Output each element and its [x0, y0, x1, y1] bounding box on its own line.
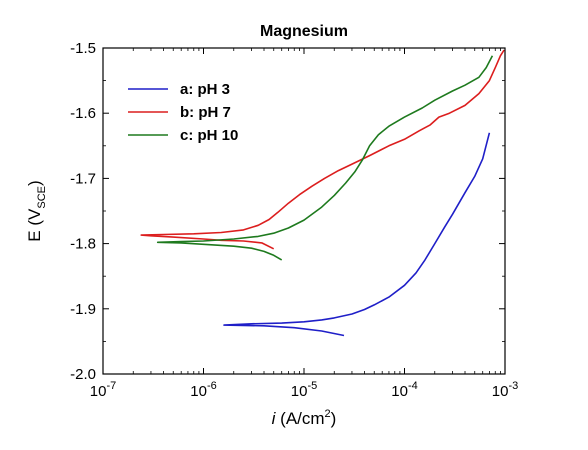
y-tick-label: -1.8	[70, 236, 96, 253]
y-axis-label: E (VSCE)	[25, 180, 48, 241]
series-line-1	[223, 132, 491, 337]
legend: a: pH 3 b: pH 7 c: pH 10	[128, 81, 238, 144]
x-tick-label: 10-5	[291, 380, 317, 400]
y-tick-label: -1.6	[70, 105, 96, 122]
y-tick-label: -1.5	[70, 40, 96, 57]
y-axis-label-end: )	[25, 180, 44, 186]
x-axis-label-unit: (A/cm	[275, 409, 324, 428]
x-axis-label: i (A/cm2)	[272, 408, 337, 428]
y-tick-label: -1.7	[70, 170, 96, 187]
y-axis-label-main: E (V	[25, 208, 44, 242]
plot-frame	[102, 47, 506, 375]
x-tick-label: 10-3	[492, 380, 518, 400]
chart-title: Magnesium	[260, 23, 348, 40]
ticks-layer: 10-7 10-6 10-5 10-4 10-3 -2.0 -1.9 -1.8 -1.7 -1.6…	[70, 40, 518, 400]
x-axis-label-symbol: i	[272, 409, 277, 428]
legend-label-1: a: pH 3	[180, 81, 230, 98]
x-tick-label: 10-6	[190, 380, 216, 400]
series-line-2	[140, 49, 505, 250]
series-layer	[140, 49, 505, 337]
x-tick-label: 10-7	[90, 380, 116, 400]
x-axis-label-end: )	[331, 409, 337, 428]
y-tick-label: -2.0	[70, 366, 96, 383]
legend-label-2: b: pH 7	[180, 104, 231, 121]
y-tick-label: -1.9	[70, 301, 96, 318]
legend-label-3: c: pH 10	[180, 127, 238, 144]
x-tick-label: 10-4	[391, 380, 417, 400]
x-axis-label-sup: 2	[325, 408, 331, 420]
series-line-3	[156, 55, 494, 261]
y-axis-label-sub: SCE	[36, 186, 48, 209]
